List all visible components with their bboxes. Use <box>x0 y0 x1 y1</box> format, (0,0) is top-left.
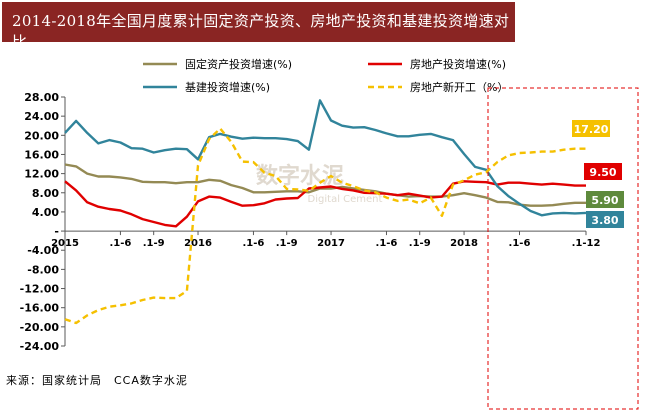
x-tick-label: .1-6 <box>376 238 398 249</box>
axes: 28.00 24.00 20.00 16.00 12.00 8.00 4.00 - -4.00 -… <box>20 91 601 353</box>
y-tick-label: 28.00 <box>24 91 59 104</box>
x-tick-label: .1-9 <box>276 238 298 249</box>
legend-label-1: 房地产投资增速(%) <box>410 57 506 71</box>
y-tick-label: - <box>54 225 59 238</box>
y-tick-label: 4.00 <box>32 206 59 219</box>
x-tick-label: .1-6 <box>243 238 265 249</box>
end-label-box-3 <box>572 120 610 137</box>
series-lines <box>64 99 587 325</box>
x-tick-label: .1-6 <box>109 238 131 249</box>
highlight-box <box>487 87 639 410</box>
end-label-box-1 <box>584 163 622 180</box>
series-line-2 <box>64 99 587 217</box>
y-tick-label: 12.00 <box>24 168 59 181</box>
y-tick-label: -8.00 <box>27 263 59 276</box>
y-tick-label: 24.00 <box>24 110 59 123</box>
chart-title: 2014-2018年全国月度累计固定资产投资、房地产投资和基建投资增速对比 <box>12 12 510 51</box>
x-tick-label: 2015 <box>51 238 79 249</box>
x-tick-label: 2018 <box>450 238 478 249</box>
source-note: 来源：国家统计局 CCA数字水泥 <box>6 374 188 387</box>
end-label-0: 5.90 <box>591 194 618 207</box>
watermark-en: Digital Cement <box>308 194 383 205</box>
y-tick-label: 20.00 <box>24 129 59 142</box>
legend-label-3: 房地产新开工（%） <box>410 80 508 94</box>
legend-label-0: 固定资产投资增速(%) <box>185 57 292 71</box>
x-tick-label: .1-6 <box>509 238 531 249</box>
legend-label-2: 基建投资增速(%) <box>185 80 270 94</box>
x-tick-label: 2016 <box>184 238 212 249</box>
x-tick-label: .1-9 <box>143 238 165 249</box>
end-label-2: 3.80 <box>591 214 618 227</box>
end-label-3: 17.20 <box>574 123 609 136</box>
y-tick-label: -20.00 <box>20 321 60 334</box>
y-tick-label: -24.00 <box>20 340 60 353</box>
y-tick-label: 8.00 <box>32 187 59 200</box>
y-tick-label: -12.00 <box>20 283 60 296</box>
series-line-3 <box>64 127 586 325</box>
end-label-box-0 <box>586 191 624 208</box>
series-line-0 <box>64 163 586 207</box>
x-tick-label: .1-9 <box>409 238 431 249</box>
series-line-1 <box>64 180 586 228</box>
end-label-box-2 <box>586 211 624 228</box>
title-bar: 2014-2018年全国月度累计固定资产投资、房地产投资和基建投资增速对比 <box>2 2 515 51</box>
y-tick-label: -16.00 <box>20 302 60 315</box>
legend: 固定资产投资增速(%) 房地产投资增速(%) 基建投资增速(%) 房地产新开工（%） <box>143 57 508 94</box>
x-tick-label: .1-12 <box>572 238 601 249</box>
end-label-1: 9.50 <box>589 166 616 179</box>
end-labels: 17.20 9.50 5.90 3.80 <box>572 120 624 228</box>
y-tick-label: 16.00 <box>24 148 59 161</box>
x-tick-label: 2017 <box>317 238 345 249</box>
y-tick-label: -4.00 <box>27 244 59 257</box>
